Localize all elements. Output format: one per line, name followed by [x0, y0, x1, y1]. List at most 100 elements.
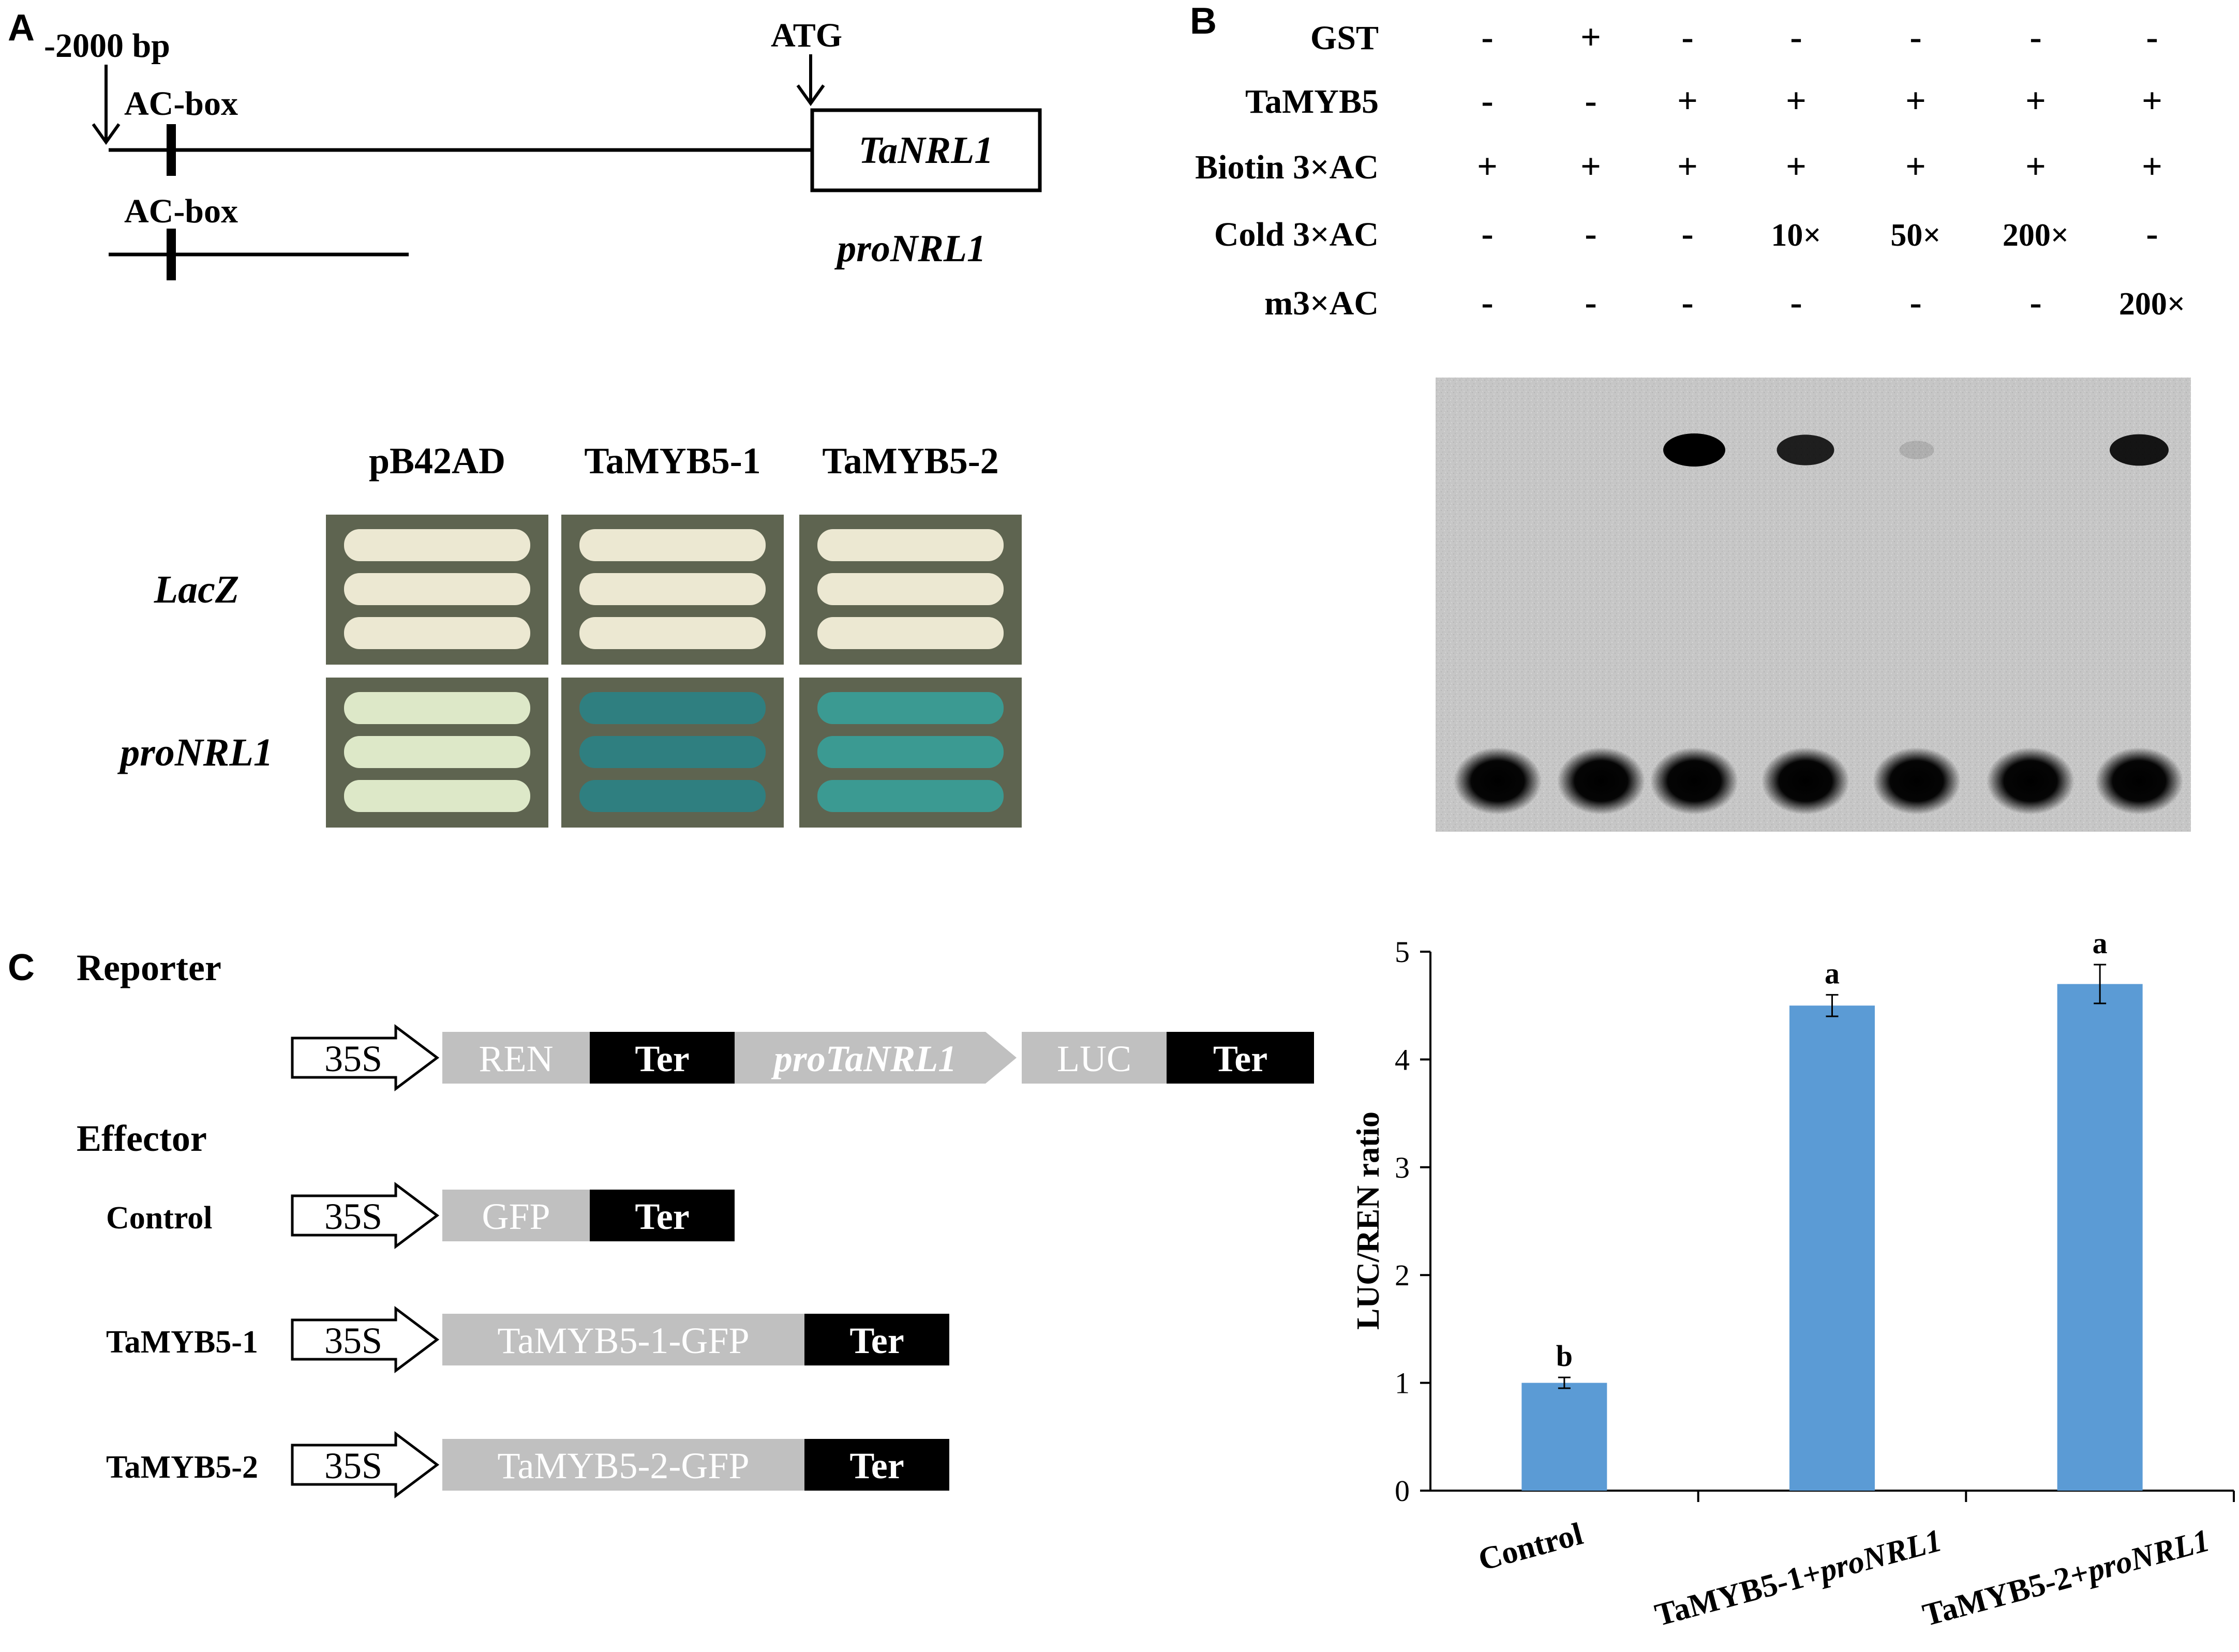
emsa-cell: + — [2142, 81, 2162, 121]
x-category-label-plain: Control — [1475, 1516, 1587, 1578]
acbox-mark-bottom — [167, 229, 176, 280]
emsa-condition-table: GST - + - - - - - TaMYB5 - - + + + + + Biotin 3×AC + + + + + +… — [1195, 18, 2185, 323]
terminator-box — [804, 1314, 949, 1365]
y1h-column-header: pB42AD — [369, 440, 505, 482]
x-category-label-plain: TaMYB5-1+ — [1651, 1555, 1825, 1633]
emsa-cell: - — [1681, 214, 1693, 254]
significance-letter: b — [1556, 1339, 1573, 1373]
emsa-cell: - — [2029, 18, 2041, 57]
effector-name: Control — [106, 1200, 213, 1236]
gene-label: GFP — [482, 1196, 550, 1237]
terminator-label: Ter — [635, 1196, 689, 1237]
y1h-colony-streak — [344, 529, 530, 561]
emsa-row-label: Cold 3×AC — [1214, 216, 1379, 253]
panel-c: C Reporter 35S REN Ter proTaNRL1 LUC Ter Effe… — [8, 947, 1314, 1498]
y1h-colony-streak — [344, 692, 530, 724]
emsa-cell: + — [2025, 81, 2046, 121]
acbox-label-top: AC-box — [124, 85, 238, 123]
emsa-cell: - — [1909, 283, 1921, 323]
y1h-colony-streak — [817, 617, 1004, 649]
gene-label: TaMYB5-1-GFP — [498, 1320, 750, 1361]
terminator-box — [1167, 1032, 1314, 1084]
emsa-cell: 200× — [2119, 287, 2185, 322]
promoter-35s-label: 35S — [324, 1196, 382, 1237]
terminator-box — [590, 1190, 735, 1241]
emsa-cell: + — [1677, 147, 1698, 187]
free-probe-band — [1454, 747, 1542, 815]
y1h-colony-streak — [817, 692, 1004, 724]
y-tick-label: 1 — [1395, 1366, 1410, 1400]
gene-label: LUC — [1057, 1038, 1131, 1079]
acbox-label-bottom: AC-box — [124, 192, 238, 230]
promoter-35s-arrow — [291, 1431, 440, 1498]
reporter-construct: 35S REN Ter proTaNRL1 LUC Ter — [291, 1024, 1314, 1091]
bar — [1789, 1005, 1875, 1491]
emsa-cell: - — [2146, 18, 2158, 57]
emsa-cell: + — [1580, 147, 1601, 187]
promoter-arrow-box — [735, 1032, 1017, 1084]
emsa-cell: + — [2025, 147, 2046, 187]
gene-box — [442, 1190, 590, 1241]
emsa-cell: - — [1909, 18, 1921, 57]
promoter-label: proNRL1 — [834, 228, 986, 270]
emsa-cell: - — [1481, 214, 1493, 254]
y1h-colony-streak — [344, 573, 530, 605]
y-tick-label: 5 — [1395, 935, 1410, 969]
free-probe-band — [1873, 747, 1961, 815]
panel-a-letter: A — [8, 7, 35, 49]
y-tick-label: 0 — [1395, 1474, 1410, 1508]
effector-name: TaMYB5-1 — [106, 1325, 258, 1360]
effector-constructs: Control 35S GFP Ter TaMYB5-1 35S TaMYB5-1-GFP T… — [106, 1182, 949, 1498]
emsa-cell: - — [1481, 81, 1493, 121]
free-probe-band — [2095, 747, 2183, 815]
atg-label: ATG — [771, 17, 842, 54]
free-probe-band — [1762, 747, 1849, 815]
promoter-35s-arrow — [291, 1182, 440, 1249]
emsa-cell: + — [1477, 147, 1498, 187]
x-category-label-italic: proNRL1 — [1813, 1523, 1945, 1589]
emsa-cell: + — [1677, 81, 1698, 121]
y1h-colony-streak — [817, 573, 1004, 605]
emsa-cell: 50× — [1890, 218, 1941, 253]
emsa-cell: - — [1481, 283, 1493, 323]
panel-a: A -2000 bp AC-box ATG TaNRL1 AC-box proN… — [8, 7, 1042, 828]
effector-title: Effector — [77, 1118, 207, 1159]
significance-letter: a — [2093, 926, 2108, 960]
y-tick-label: 2 — [1395, 1258, 1410, 1292]
bar — [1521, 1383, 1607, 1491]
y1h-colony-streak — [344, 780, 530, 812]
y1h-colony-streak — [344, 617, 530, 649]
terminator-box — [590, 1032, 735, 1084]
emsa-cell: - — [1790, 18, 1802, 57]
bar — [2057, 984, 2143, 1491]
emsa-cell: - — [1481, 18, 1493, 57]
effector-name: TaMYB5-2 — [106, 1450, 258, 1485]
y1h-colony-streak — [817, 780, 1004, 812]
emsa-row-label: TaMYB5 — [1245, 83, 1379, 121]
bp-arrow-head — [92, 123, 121, 145]
shifted-complex-band — [1899, 441, 1934, 459]
promoter-arrow-label: proTaNRL1 — [771, 1038, 957, 1079]
x-category-label: TaMYB5-1+proNRL1 — [1651, 1523, 1946, 1633]
emsa-cell: - — [1585, 81, 1596, 121]
emsa-cell: - — [2146, 214, 2158, 254]
emsa-cell: + — [2142, 147, 2162, 187]
gene-box — [442, 1314, 804, 1365]
y-axis-label: LUC/REN ratio — [1351, 1112, 1386, 1330]
y1h-column-header: TaMYB5-2 — [822, 440, 998, 482]
shifted-complex-band — [1777, 434, 1834, 465]
y1h-row-label: LacZ — [154, 568, 240, 611]
emsa-row-label: GST — [1310, 19, 1379, 57]
bp-label: -2000 bp — [44, 27, 170, 65]
y1h-colony-streak — [344, 736, 530, 768]
atg-arrow-head — [796, 84, 825, 107]
emsa-cell: 200× — [2003, 218, 2069, 253]
promoter-35s-label: 35S — [324, 1320, 382, 1361]
emsa-cell: - — [1585, 283, 1596, 323]
x-category-label: Control — [1475, 1516, 1587, 1578]
y1h-row-label: proNRL1 — [117, 731, 273, 774]
gene-box — [442, 1032, 590, 1084]
y1h-colony-streak — [579, 573, 766, 605]
x-category-label-italic: proNRL1 — [2081, 1523, 2213, 1589]
